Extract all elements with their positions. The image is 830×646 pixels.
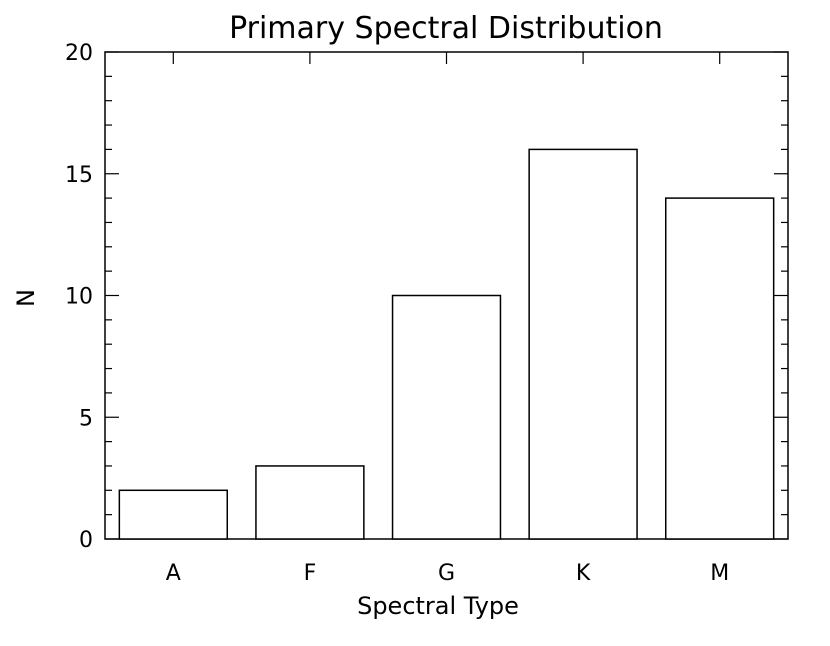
bar-g — [391, 294, 502, 540]
bars — [118, 148, 775, 540]
y-tick-labels: 0 5 10 15 20 — [65, 41, 93, 553]
y-tick-label: 10 — [65, 285, 93, 310]
x-axis-label: Spectral Type — [357, 592, 519, 620]
bar-f — [255, 465, 365, 540]
bar-m — [664, 197, 775, 540]
x-tick-label: M — [710, 561, 729, 586]
x-tick-label: F — [304, 561, 317, 586]
y-axis-label: N — [12, 289, 40, 307]
chart-title: Primary Spectral Distribution — [229, 11, 663, 46]
y-tick-label: 20 — [65, 41, 93, 66]
bar-k — [528, 148, 638, 540]
x-tick-label: A — [166, 561, 181, 586]
x-tick-label: G — [438, 561, 455, 586]
y-tick-label: 5 — [79, 406, 93, 431]
x-tick-label: K — [576, 561, 591, 586]
y-tick-label: 0 — [79, 528, 93, 553]
bar-a — [118, 489, 229, 540]
y-tick-label: 15 — [65, 163, 93, 188]
axis-ticks — [105, 51, 788, 540]
